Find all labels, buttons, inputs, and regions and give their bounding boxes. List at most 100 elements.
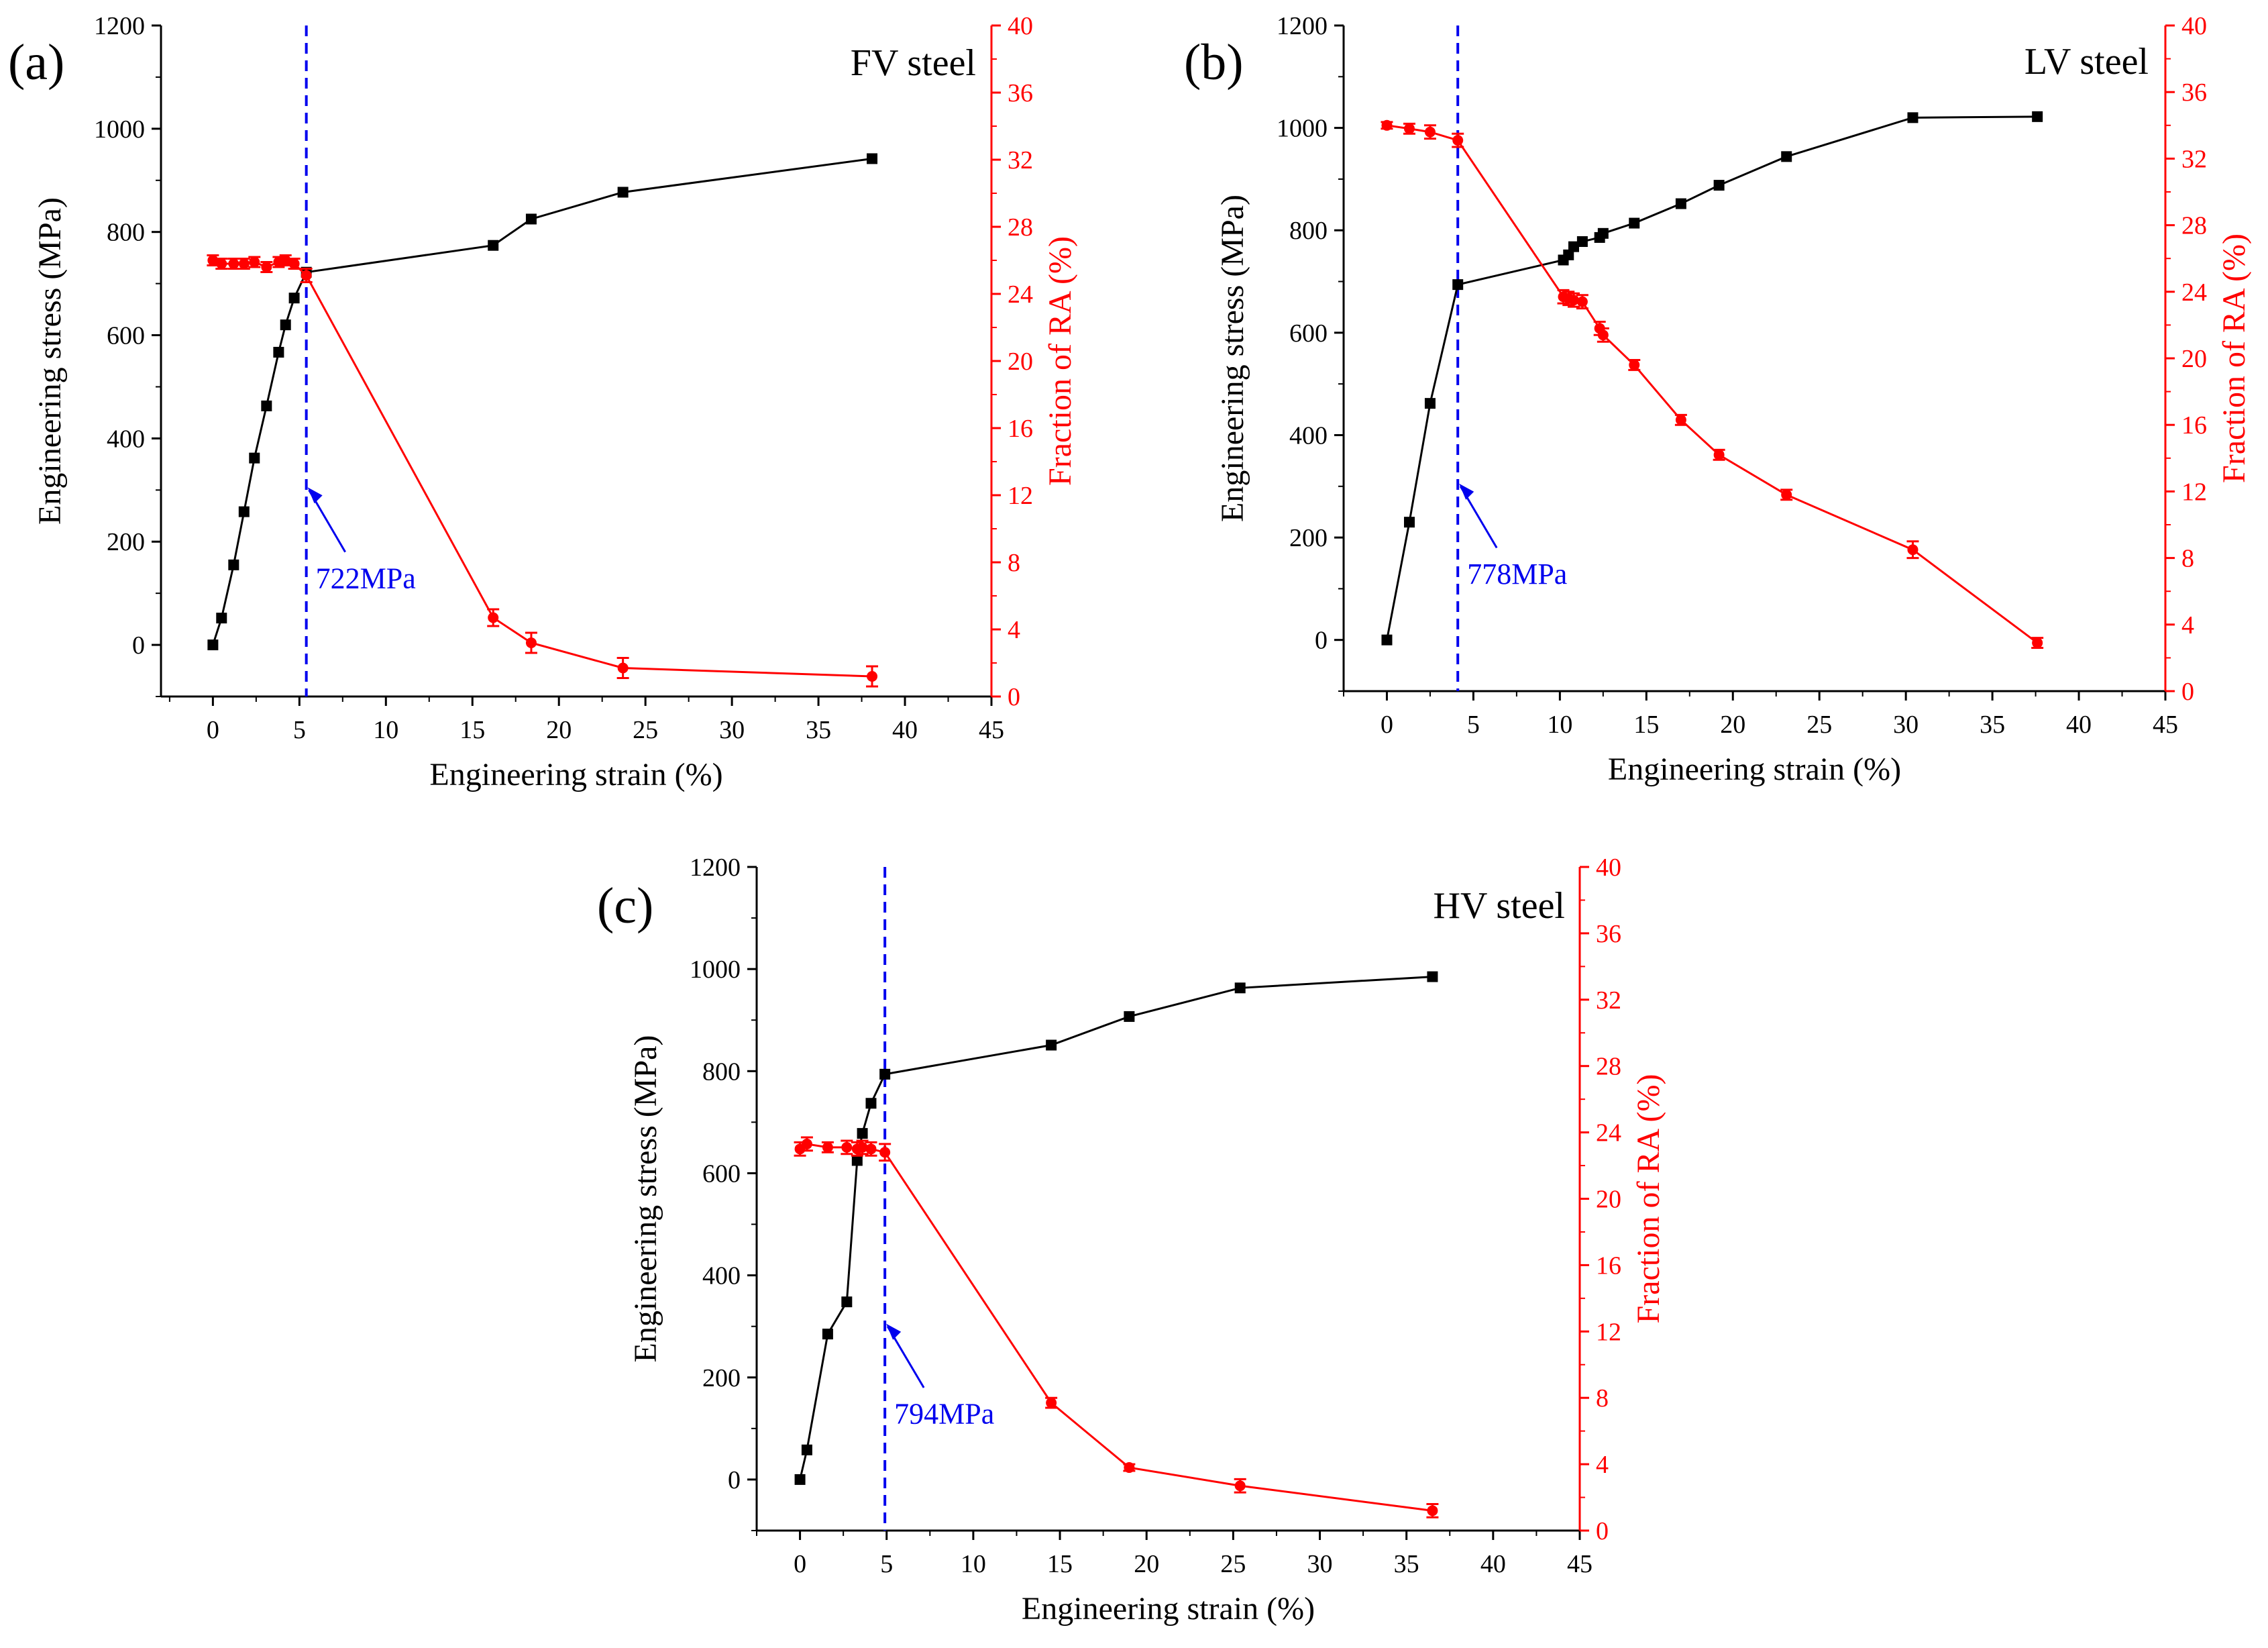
- panel-b: 0 5 10 15 20 25 30 35 40 450200400600800100012000…: [1184, 12, 2252, 787]
- x-tick-label: 20: [1134, 1550, 1159, 1578]
- panel-a: 0 5 10 15 20 25 30 35 40 450200400600800100012000…: [8, 12, 1078, 792]
- y-tick-label: 1200: [1277, 12, 1328, 40]
- ra-point: [216, 258, 227, 269]
- y-tick-label: 200: [702, 1364, 741, 1392]
- y-tick-label: 0: [132, 631, 145, 660]
- y2-tick-label: 40: [1596, 854, 1621, 882]
- y-tick-label: 400: [702, 1262, 741, 1290]
- y-tick-label: 200: [107, 528, 145, 556]
- x-tick-label: 20: [1720, 711, 1745, 739]
- x-tick-label: 35: [1394, 1550, 1419, 1578]
- x-tick-label: 25: [1806, 711, 1832, 739]
- stress-point: [794, 1474, 806, 1485]
- stress-point: [261, 400, 272, 411]
- ra-point: [865, 1143, 877, 1155]
- x-axis-title: Engineering strain (%): [429, 757, 722, 792]
- stress-point: [1404, 517, 1415, 528]
- stress-point: [2032, 111, 2043, 122]
- y2-tick-label: 12: [1008, 482, 1033, 510]
- stress-point: [273, 346, 284, 358]
- stress-point: [280, 319, 291, 331]
- x-tick-label: 35: [806, 716, 831, 744]
- stress-point: [525, 213, 537, 225]
- y2-axis-title: Fraction of RA (%): [1042, 236, 1078, 486]
- x-tick-label: 30: [1893, 711, 1919, 739]
- y2-tick-label: 20: [1008, 348, 1033, 376]
- stress-point: [1597, 227, 1609, 239]
- y-tick-label: 0: [728, 1466, 741, 1494]
- ra-point: [2032, 637, 2043, 649]
- x-tick-label: 25: [633, 716, 658, 744]
- stress-point: [801, 1444, 812, 1455]
- steel-title: HV steel: [1434, 885, 1566, 927]
- y-tick-label: 600: [702, 1160, 741, 1188]
- x-tick-label: 40: [2066, 711, 2092, 739]
- y2-tick-label: 16: [2181, 411, 2207, 440]
- x-tick-label: 45: [2153, 711, 2178, 739]
- stress-point: [851, 1155, 863, 1166]
- y2-tick-label: 20: [1596, 1186, 1621, 1214]
- y-tick-label: 800: [107, 219, 145, 247]
- x-tick-label: 0: [207, 716, 219, 744]
- yield-annotation-label: 794MPa: [894, 1398, 994, 1431]
- stress-point: [228, 559, 239, 570]
- x-tick-label: 30: [1307, 1550, 1333, 1578]
- x-tick-label: 45: [1567, 1550, 1592, 1578]
- x-tick-label: 45: [979, 716, 1004, 744]
- y-tick-label: 400: [107, 425, 145, 453]
- y2-tick-label: 36: [2181, 79, 2207, 107]
- panel-label: (a): [8, 34, 64, 91]
- x-tick-label: 5: [293, 716, 306, 744]
- y2-tick-label: 20: [2181, 345, 2207, 373]
- x-tick-label: 5: [1467, 711, 1480, 739]
- ra-point: [867, 671, 878, 682]
- ra-series-line: [1387, 124, 2039, 644]
- x-tick-label: 40: [1480, 1550, 1506, 1578]
- x-tick-label: 30: [719, 716, 745, 744]
- ra-point: [288, 258, 300, 269]
- stress-point: [1713, 180, 1725, 191]
- ra-point: [822, 1141, 833, 1153]
- y2-axis-title: Fraction of RA (%): [1631, 1074, 1666, 1324]
- y-tick-label: 400: [1289, 421, 1328, 450]
- ra-point: [841, 1141, 853, 1153]
- x-tick-label: 5: [880, 1550, 893, 1578]
- ra-point: [525, 637, 537, 648]
- ra-point: [1568, 295, 1579, 306]
- annotation-arrow-head: [1459, 483, 1474, 500]
- x-tick-label: 15: [460, 716, 485, 744]
- stress-point: [841, 1296, 853, 1308]
- stress-point: [1124, 1011, 1135, 1022]
- ra-series-line: [799, 1143, 1433, 1512]
- x-tick-label: 35: [1980, 711, 2005, 739]
- stress-point: [617, 187, 629, 198]
- panel-label: (c): [597, 878, 653, 934]
- stress-point: [1452, 279, 1464, 291]
- y2-tick-label: 24: [1008, 280, 1033, 309]
- stress-point: [1046, 1039, 1057, 1051]
- y-tick-label: 1200: [690, 854, 741, 882]
- ra-point: [1675, 414, 1686, 425]
- y2-tick-label: 16: [1596, 1251, 1621, 1280]
- stress-point: [857, 1128, 868, 1139]
- stress-point: [1576, 236, 1588, 248]
- stress-point: [488, 240, 499, 251]
- ra-point: [249, 256, 260, 268]
- ra-point: [617, 662, 629, 674]
- ra-point: [1427, 1505, 1438, 1516]
- stress-point: [879, 1068, 891, 1080]
- stress-point: [207, 639, 219, 651]
- y-axis-title: Engineering stress (MPa): [628, 1035, 663, 1363]
- ra-point: [1781, 489, 1792, 501]
- ra-point: [228, 258, 239, 269]
- ra-point: [301, 270, 312, 281]
- y2-tick-label: 24: [1596, 1119, 1621, 1147]
- stress-point: [1907, 112, 1919, 123]
- ra-point: [488, 612, 499, 623]
- ra-point: [238, 258, 250, 269]
- ra-point: [261, 262, 272, 272]
- y2-tick-label: 28: [2181, 212, 2207, 240]
- x-axis-title: Engineering strain (%): [1022, 1591, 1315, 1627]
- x-axis-title: Engineering strain (%): [1608, 752, 1901, 787]
